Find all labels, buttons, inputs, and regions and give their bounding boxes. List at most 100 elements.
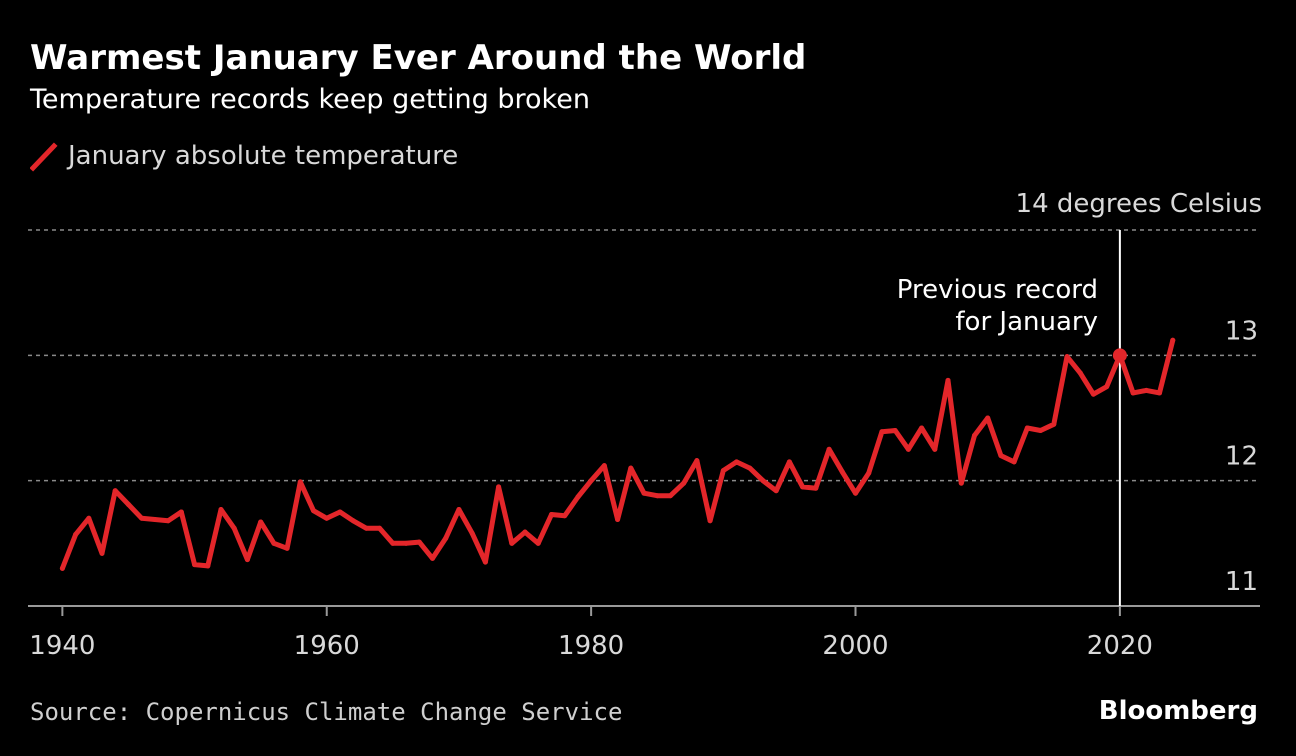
y-unit-label: 14 degrees Celsius xyxy=(1016,189,1262,219)
x-tick-label: 2020 xyxy=(1087,631,1153,661)
data-point xyxy=(350,518,356,524)
annotation-line-2: for January xyxy=(955,307,1098,337)
series-points xyxy=(59,337,1176,571)
data-point xyxy=(377,525,383,531)
x-tick-label: 1980 xyxy=(558,631,624,661)
data-point xyxy=(284,545,290,551)
axis-ticks: 11 12 13 1940 1960 1980 2000 2020 xyxy=(29,316,1258,661)
data-point xyxy=(760,478,766,484)
data-point xyxy=(734,459,740,465)
data-point xyxy=(654,493,660,499)
legend-label: January absolute temperature xyxy=(68,141,459,171)
data-point xyxy=(416,539,422,545)
data-point xyxy=(707,518,713,524)
data-point xyxy=(456,506,462,512)
data-point xyxy=(588,478,594,484)
data-point xyxy=(271,540,277,546)
y-tick-label: 13 xyxy=(1225,316,1258,346)
data-point xyxy=(971,433,977,439)
data-point xyxy=(681,480,687,486)
data-point xyxy=(1038,428,1044,434)
data-point xyxy=(112,488,118,494)
data-point xyxy=(86,515,92,521)
chart-subtitle: Temperature records keep getting broken xyxy=(30,84,590,115)
legend: January absolute temperature xyxy=(29,140,459,172)
data-point xyxy=(496,484,502,490)
data-point xyxy=(548,512,554,518)
data-point xyxy=(601,463,607,469)
data-point xyxy=(509,540,515,546)
data-point xyxy=(615,517,621,523)
data-point xyxy=(773,488,779,494)
data-point xyxy=(324,515,330,521)
data-point xyxy=(1051,421,1057,427)
data-point xyxy=(905,446,911,452)
data-point xyxy=(998,453,1004,459)
data-point xyxy=(932,446,938,452)
data-point xyxy=(1064,354,1070,360)
data-point xyxy=(1090,391,1096,397)
data-point xyxy=(575,494,581,500)
data-point xyxy=(482,559,488,565)
data-point xyxy=(800,484,806,490)
data-point xyxy=(244,557,250,563)
data-point xyxy=(694,458,700,464)
data-point xyxy=(363,525,369,531)
previous-record-point xyxy=(1112,348,1127,363)
data-point xyxy=(562,513,568,519)
data-point xyxy=(892,428,898,434)
x-tick-label: 1940 xyxy=(29,631,95,661)
y-tick-label: 11 xyxy=(1225,567,1258,597)
data-point xyxy=(429,555,435,561)
data-point xyxy=(311,508,317,514)
data-point xyxy=(139,515,145,521)
data-point xyxy=(786,459,792,465)
data-point xyxy=(522,529,528,535)
data-point xyxy=(826,446,832,452)
data-point xyxy=(178,509,184,515)
data-point xyxy=(641,490,647,496)
data-point xyxy=(192,562,198,568)
data-point xyxy=(1024,425,1030,431)
data-point xyxy=(218,506,224,512)
data-point xyxy=(443,535,449,541)
data-point xyxy=(73,532,79,538)
data-point xyxy=(99,550,105,556)
data-point xyxy=(1143,387,1149,393)
data-point xyxy=(403,540,409,546)
chart-title: Warmest January Ever Around the World xyxy=(30,38,807,78)
data-point xyxy=(125,501,131,507)
data-point xyxy=(628,465,634,471)
data-point xyxy=(958,480,964,486)
data-point xyxy=(337,509,343,515)
data-point xyxy=(839,469,845,475)
x-tick-label: 2000 xyxy=(822,631,888,661)
bloomberg-logo: Bloomberg xyxy=(1098,696,1258,726)
series-line-january-temperature xyxy=(59,337,1176,571)
data-point xyxy=(866,470,872,476)
data-point xyxy=(297,479,303,485)
data-point xyxy=(231,525,237,531)
data-point xyxy=(469,530,475,536)
data-point xyxy=(205,563,211,569)
data-point xyxy=(667,493,673,499)
data-point xyxy=(720,468,726,474)
data-point xyxy=(1130,390,1136,396)
data-point xyxy=(853,490,859,496)
data-point xyxy=(1104,384,1110,390)
x-tick-label: 1960 xyxy=(294,631,360,661)
data-point xyxy=(747,465,753,471)
data-point xyxy=(879,429,885,435)
legend-line-icon xyxy=(29,140,58,172)
y-tick-label: 12 xyxy=(1225,442,1258,472)
annotation-line-1: Previous record xyxy=(897,275,1098,305)
data-point xyxy=(390,540,396,546)
source-note: Source: Copernicus Climate Change Servic… xyxy=(30,698,623,726)
data-point xyxy=(535,540,541,546)
data-point xyxy=(59,565,65,571)
data-point xyxy=(985,415,991,421)
data-point xyxy=(1011,459,1017,465)
data-point xyxy=(945,377,951,383)
data-point xyxy=(1157,390,1163,396)
